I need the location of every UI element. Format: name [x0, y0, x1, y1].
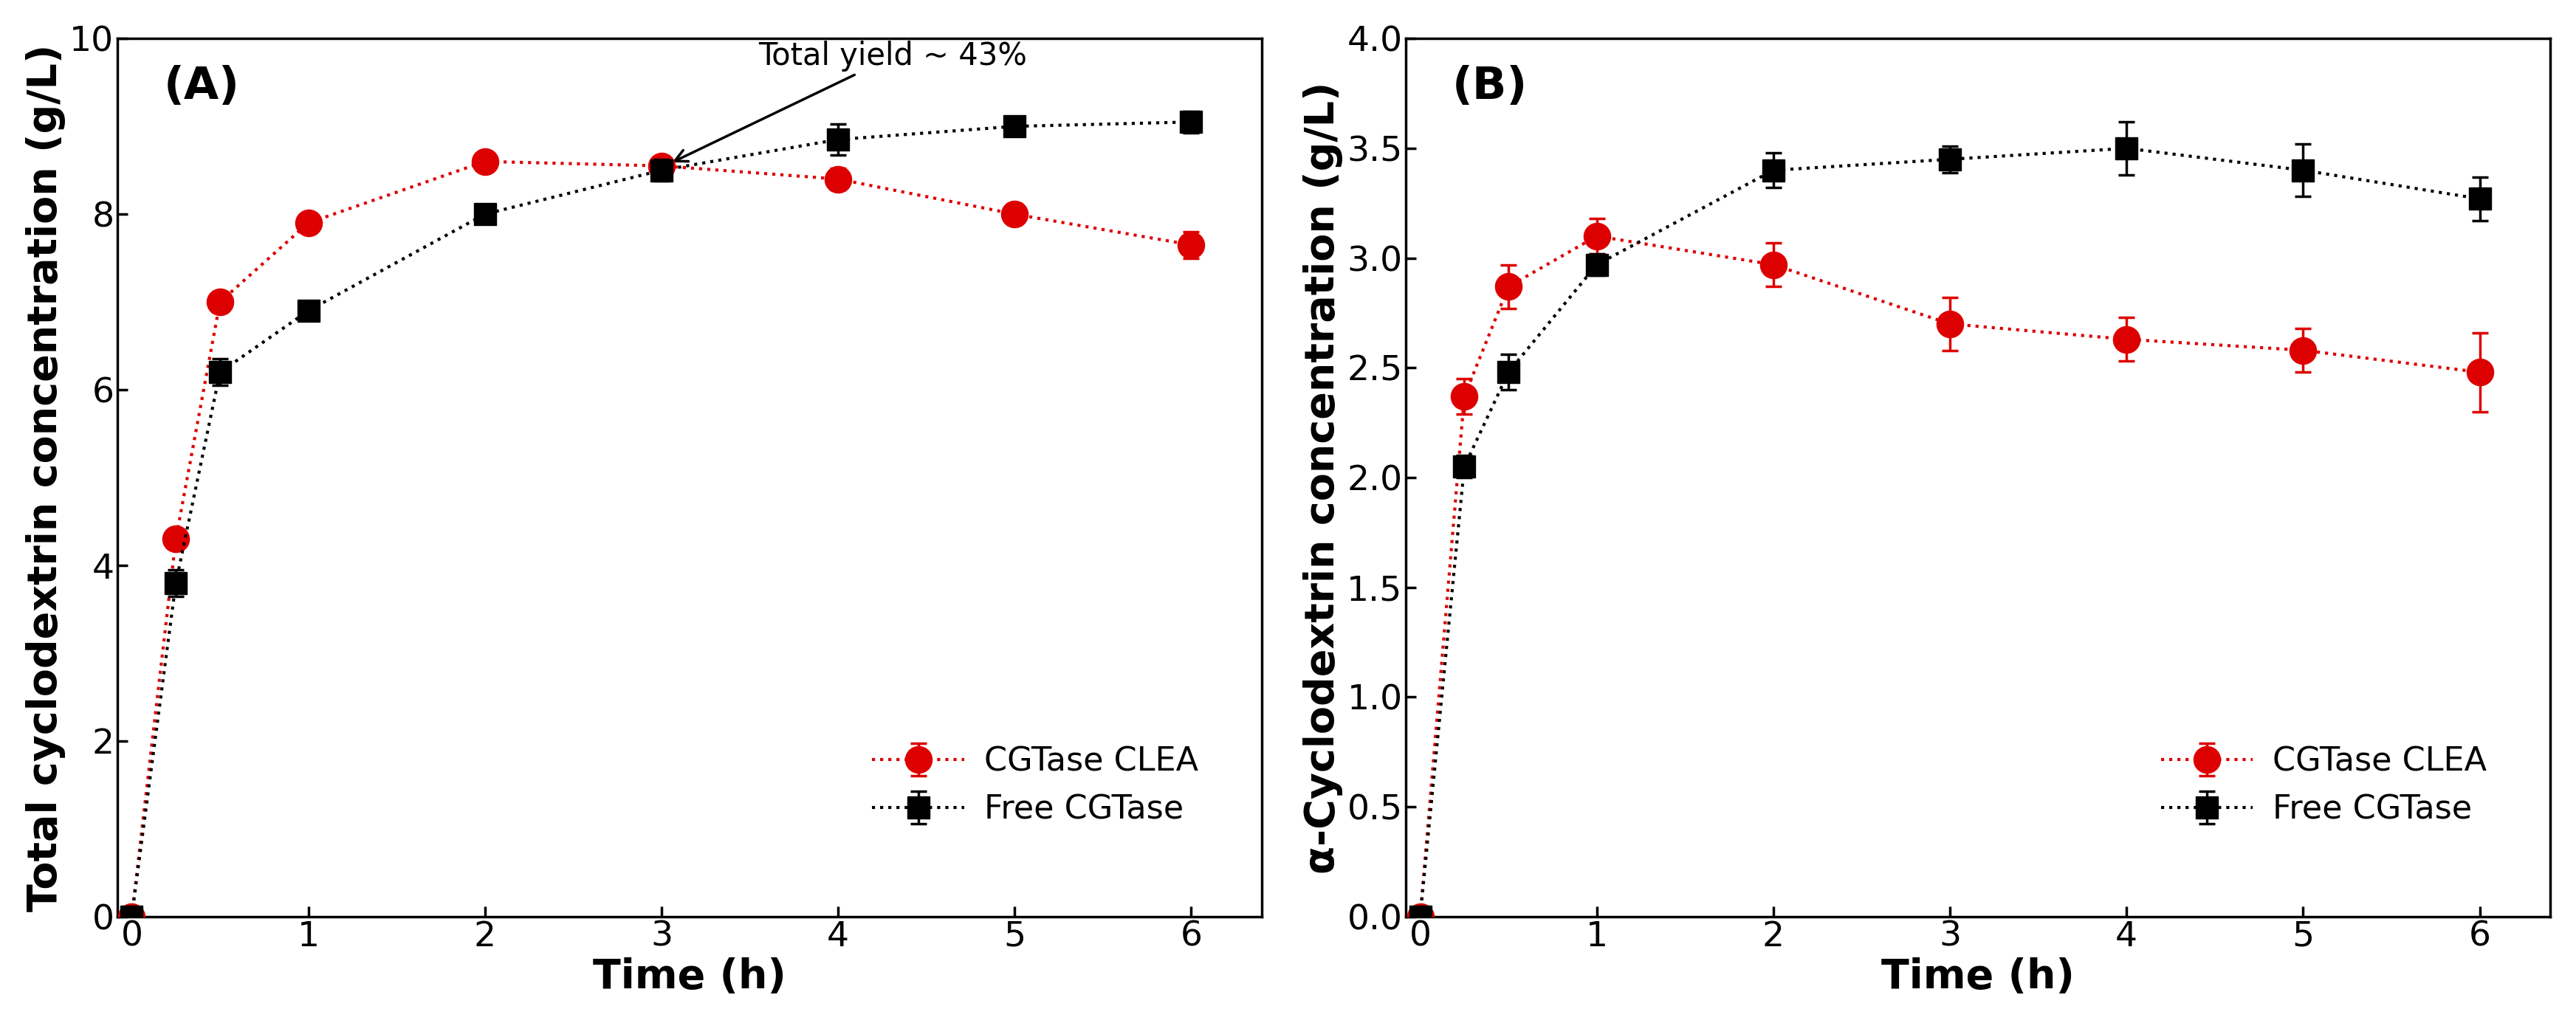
- Y-axis label: Total cyclodextrin concentration (g/L): Total cyclodextrin concentration (g/L): [26, 44, 64, 911]
- Legend: CGTase CLEA, Free CGTase: CGTase CLEA, Free CGTase: [2148, 732, 2499, 839]
- Text: Total yield ~ 43%: Total yield ~ 43%: [675, 41, 1028, 162]
- Text: (B): (B): [1453, 64, 1528, 108]
- Y-axis label: α-Cyclodextrin concentration (g/L): α-Cyclodextrin concentration (g/L): [1303, 82, 1342, 874]
- X-axis label: Time (h): Time (h): [1880, 958, 2074, 997]
- Text: (A): (A): [162, 64, 240, 108]
- X-axis label: Time (h): Time (h): [592, 958, 786, 997]
- Legend: CGTase CLEA, Free CGTase: CGTase CLEA, Free CGTase: [860, 732, 1211, 839]
